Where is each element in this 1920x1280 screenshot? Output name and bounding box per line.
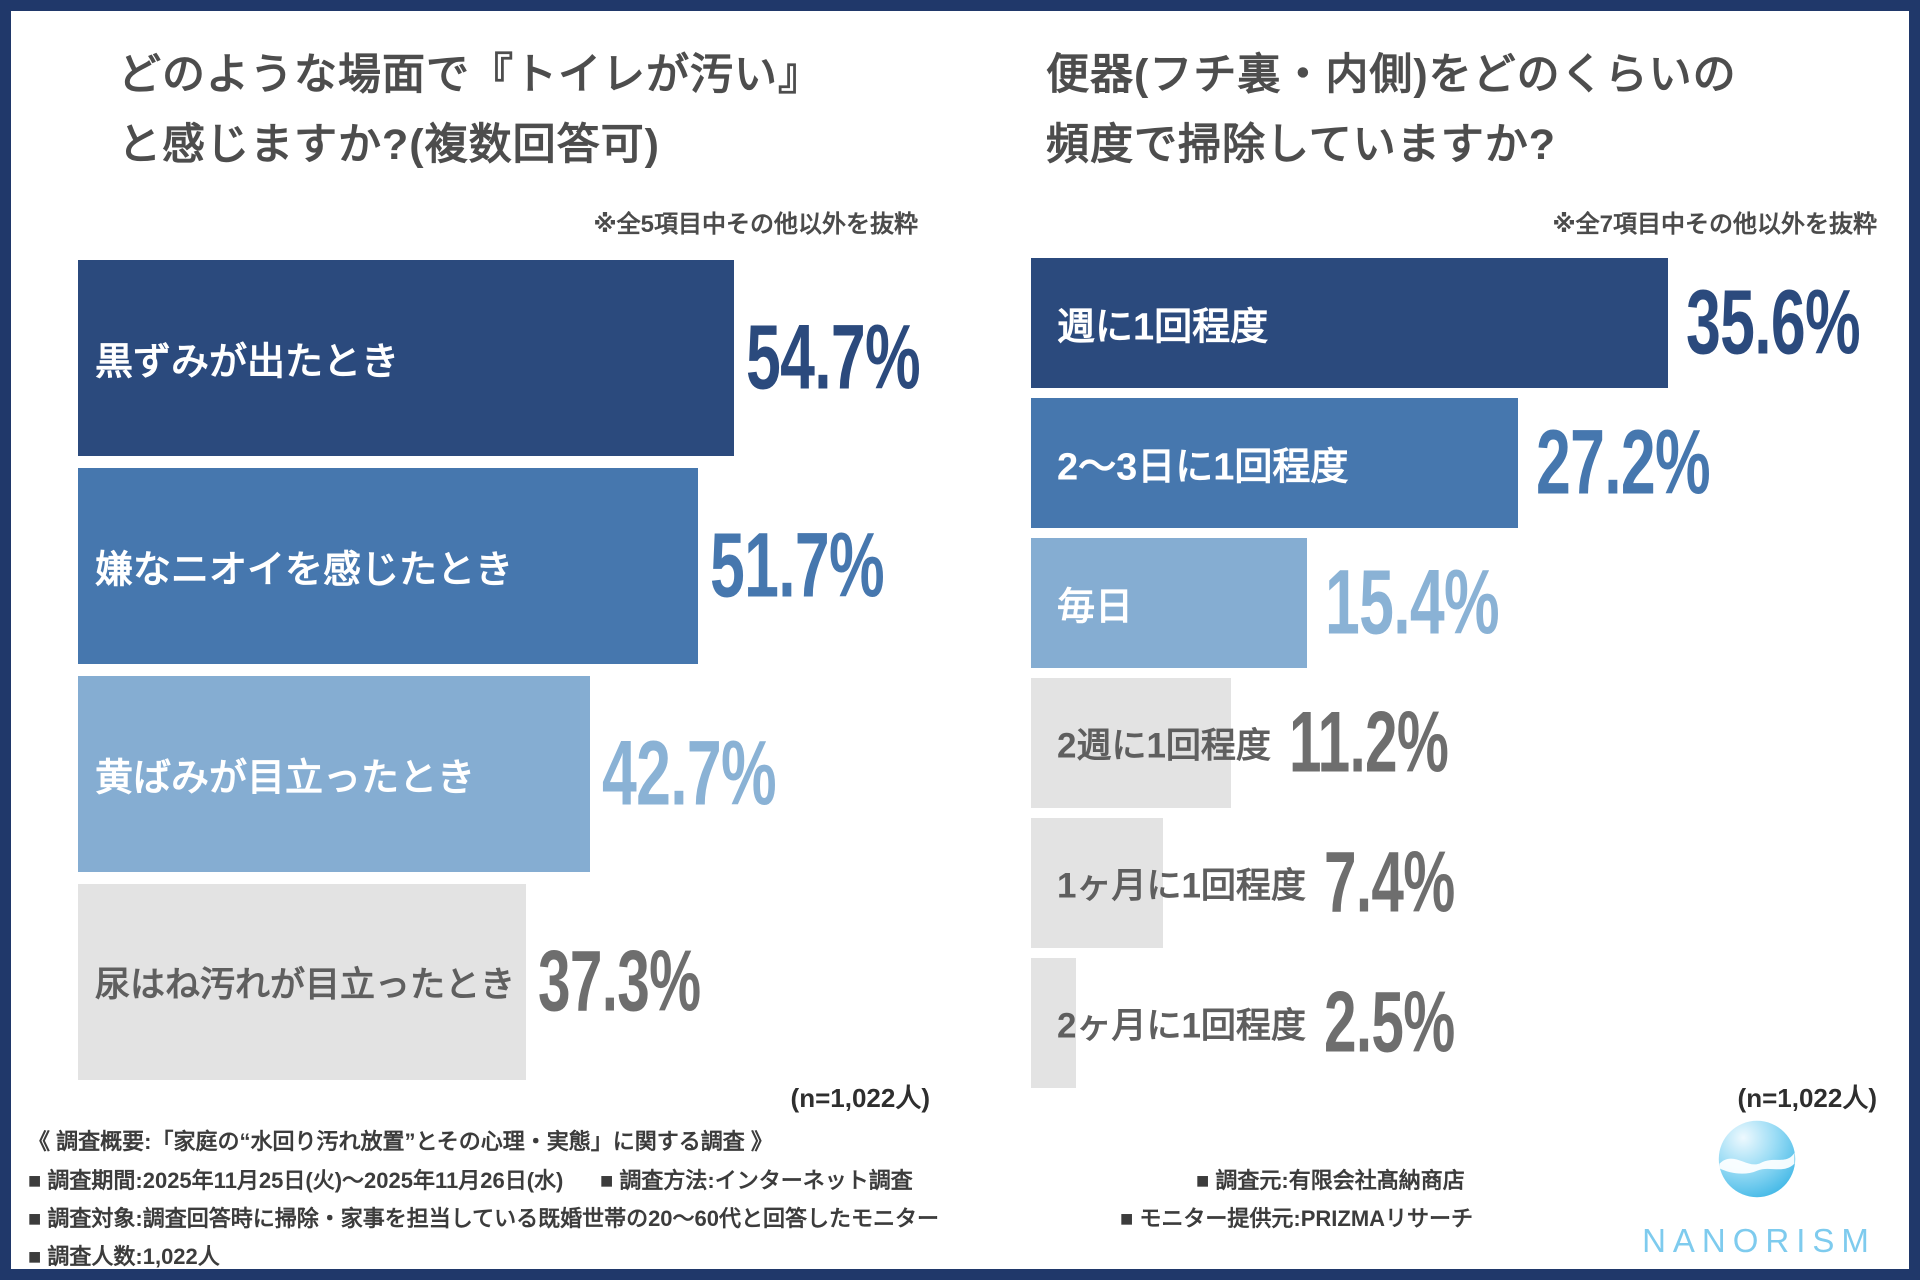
bar-value: 2.5% <box>1324 974 1455 1071</box>
bar-row: 2ヶ月に1回程度 2.5% <box>1031 958 1911 1088</box>
footer-monitor-provider: ■ モニター提供元:PRIZMAリサーチ <box>1120 1206 1474 1231</box>
bar-value: 35.6% <box>1686 271 1861 374</box>
bar <box>78 468 698 664</box>
nanorism-wordmark: NANORISM <box>1642 1222 1876 1259</box>
footer-survey-source: ■ 調査元:有限会社髙納商店 <box>1196 1168 1465 1193</box>
right-chart-note: ※全7項目中その他以外を抜粋 <box>1552 211 1877 238</box>
left-chart-n-label: (n=1,022人) <box>790 1083 930 1113</box>
right-chart-title-line2: 頻度で掃除していますか? <box>1046 121 1556 169</box>
bar-row: 毎日 15.4% <box>1031 538 1911 668</box>
footer-survey-count: ■ 調査人数:1,022人 <box>28 1244 220 1269</box>
bar-label: 2〜3日に1回程度 <box>1057 446 1349 489</box>
bar-row: 2週に1回程度 11.2% <box>1031 678 1911 808</box>
left-chart-note: ※全5項目中その他以外を抜粋 <box>593 211 918 238</box>
bar-value: 54.7% <box>746 306 921 409</box>
footer-survey-period: ■ 調査期間:2025年11月25日(火)〜2025年11月26日(水) <box>28 1168 564 1193</box>
bar <box>1031 818 1163 948</box>
bar-row: 嫌なニオイを感じたとき 51.7% <box>78 468 978 664</box>
bar-value: 15.4% <box>1325 551 1500 654</box>
bar-value: 42.7% <box>602 722 777 825</box>
bar-row: 黄ばみが目立ったとき 42.7% <box>78 676 978 872</box>
left-chart-title-line1: どのような場面で『トイレが汚い』 <box>118 51 822 99</box>
bar-row: 2〜3日に1回程度 27.2% <box>1031 398 1911 528</box>
bar-label: 尿はね汚れが目立ったとき <box>95 965 516 1005</box>
bar <box>1031 958 1076 1088</box>
right-chart-n-label: (n=1,022人) <box>1737 1083 1877 1113</box>
bar-label: 嫌なニオイを感じたとき <box>95 549 514 592</box>
bar-row: 尿はね汚れが目立ったとき 37.3% <box>78 884 978 1080</box>
bar-row: 週に1回程度 35.6% <box>1031 258 1911 388</box>
bar-value: 27.2% <box>1536 411 1711 514</box>
bar <box>1031 538 1307 668</box>
bar <box>1031 398 1518 528</box>
bar-row: 1ヶ月に1回程度 7.4% <box>1031 818 1911 948</box>
right-chart-bars: 週に1回程度 35.6% 2〜3日に1回程度 27.2% 毎日 15.4% 2週に1回程度 1… <box>1031 258 1911 1090</box>
footer-survey-method: ■ 調査方法:インターネット調査 <box>600 1168 913 1193</box>
left-chart-title: どのような場面で『トイレが汚い』 と感じますか?(複数回答可) <box>118 40 822 180</box>
bar-label: 1ヶ月に1回程度 <box>1057 866 1306 906</box>
bar <box>78 260 734 456</box>
bar-label: 黒ずみが出たとき <box>95 341 400 384</box>
bar-value: 11.2% <box>1289 694 1449 791</box>
bar-label: 毎日 <box>1057 586 1134 629</box>
bar-label: 週に1回程度 <box>1057 306 1269 349</box>
bar <box>78 676 590 872</box>
right-chart-title-line1: 便器(フチ裏・内側)をどのくらいの <box>1046 51 1737 99</box>
footer-survey-summary: 《 調査概要:「家庭の“水回り汚れ放置”とその心理・実態」に関する調査 》 <box>28 1129 773 1154</box>
bar-label: 黄ばみが目立ったとき <box>95 757 476 800</box>
bar <box>78 884 526 1080</box>
nanorism-logo-icon <box>1718 1120 1796 1198</box>
footer-survey-target: ■ 調査対象:調査回答時に掃除・家事を担当している既婚世帯の20〜60代と回答し… <box>28 1206 940 1231</box>
bar-value: 51.7% <box>710 514 885 617</box>
bar <box>1031 258 1668 388</box>
bar-value: 7.4% <box>1324 834 1455 931</box>
left-chart-title-line2: と感じますか?(複数回答可) <box>118 121 660 169</box>
left-chart-bars: 黒ずみが出たとき 54.7% 嫌なニオイを感じたとき 51.7% 黄ばみが目立ったとき 4… <box>78 260 978 1084</box>
bar-label: 2ヶ月に1回程度 <box>1057 1006 1306 1046</box>
bar-value: 37.3% <box>538 933 701 1030</box>
bar-label: 2週に1回程度 <box>1057 726 1271 766</box>
right-chart-title: 便器(フチ裏・内側)をどのくらいの 頻度で掃除していますか? <box>1046 40 1737 180</box>
bar <box>1031 678 1231 808</box>
bar-row: 黒ずみが出たとき 54.7% <box>78 260 978 456</box>
